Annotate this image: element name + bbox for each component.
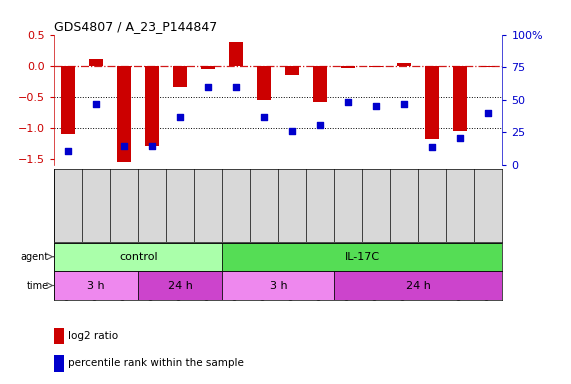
Text: 24 h: 24 h (168, 280, 193, 291)
Bar (61, 66, 75, 134)
Bar (202, 66, 215, 69)
Point (148, 142, 157, 149)
Text: log2 ratio: log2 ratio (68, 331, 118, 341)
Bar (481, 66, 496, 67)
Bar (222, 243, 502, 271)
Bar (54, 271, 138, 300)
Bar (54, 356, 64, 372)
Text: agent: agent (21, 252, 49, 262)
Bar (54, 243, 222, 271)
Bar (258, 66, 271, 100)
Point (260, 114, 269, 120)
Point (92, 101, 101, 107)
Bar (117, 66, 131, 162)
Bar (174, 66, 187, 88)
Bar (369, 66, 383, 67)
Bar (145, 66, 159, 146)
Bar (54, 328, 64, 344)
Bar (335, 271, 502, 300)
Text: 3 h: 3 h (270, 280, 287, 291)
Text: time: time (27, 280, 49, 291)
Text: GDS4807 / A_23_P144847: GDS4807 / A_23_P144847 (54, 20, 218, 33)
Point (372, 103, 381, 109)
Bar (397, 63, 412, 66)
Point (120, 142, 129, 149)
Bar (453, 66, 468, 131)
Bar (425, 66, 440, 139)
Point (232, 84, 241, 90)
Bar (138, 271, 222, 300)
Point (428, 144, 437, 150)
Point (400, 101, 409, 107)
Text: 24 h: 24 h (406, 280, 431, 291)
Point (484, 110, 493, 116)
Bar (230, 42, 243, 66)
Point (288, 128, 297, 134)
Point (316, 122, 325, 128)
Point (344, 99, 353, 106)
Text: IL-17C: IL-17C (345, 252, 380, 262)
Bar (222, 271, 335, 300)
Bar (341, 66, 355, 68)
Bar (313, 66, 327, 102)
Text: control: control (119, 252, 158, 262)
Bar (286, 66, 299, 75)
Text: 3 h: 3 h (87, 280, 105, 291)
Bar (89, 60, 103, 66)
Point (176, 114, 185, 120)
Point (204, 84, 213, 90)
Text: percentile rank within the sample: percentile rank within the sample (68, 358, 244, 369)
Point (456, 135, 465, 141)
Point (64, 148, 73, 154)
